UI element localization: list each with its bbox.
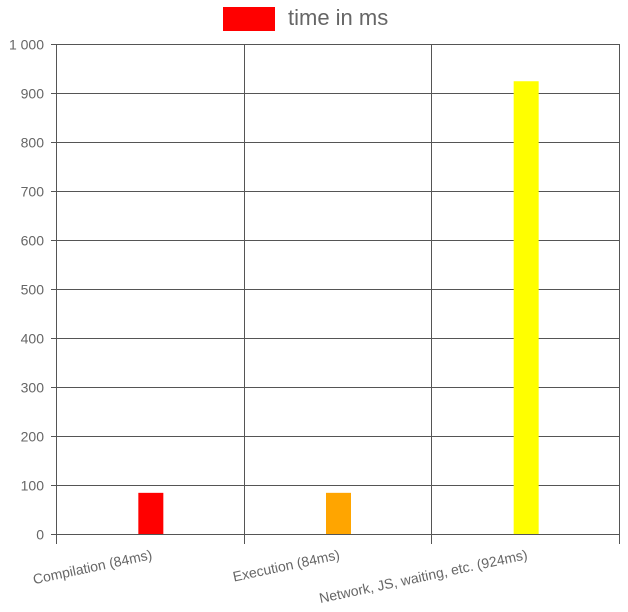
legend-label: time in ms: [288, 5, 388, 30]
grid: [51, 44, 620, 544]
y-tick-label: 500: [21, 282, 45, 298]
y-axis-ticks: 0 100 200 300 400 500 600 700 800 900 1 000: [9, 37, 44, 543]
y-tick-label: 800: [21, 135, 45, 151]
legend[interactable]: time in ms: [223, 5, 388, 31]
y-tick-label: 900: [21, 86, 45, 102]
bar[interactable]: [513, 81, 539, 535]
x-tick-label: Execution (84ms): [231, 546, 341, 584]
bar[interactable]: [326, 492, 351, 534]
y-tick-label: 0: [36, 527, 44, 543]
x-axis-ticks: Compilation (84ms) Execution (84ms)Networ…: [31, 546, 528, 606]
bars: [138, 81, 539, 535]
y-tick-label: 300: [21, 380, 45, 396]
y-tick-label: 1 000: [9, 37, 44, 53]
x-tick-label: Network, JS, waiting, etc. (924ms): [318, 546, 529, 606]
legend-swatch: [223, 7, 275, 31]
x-tick: Compilation (84ms): [31, 546, 153, 587]
y-tick-label: 200: [21, 429, 45, 445]
x-tick: Execution (84ms): [231, 546, 341, 584]
y-tick-label: 100: [21, 478, 45, 494]
x-tick: Network, JS, waiting, etc. (924ms): [318, 546, 529, 606]
x-tick-label: Compilation (84ms): [31, 546, 153, 587]
y-tick-label: 400: [21, 331, 45, 347]
y-tick-label: 700: [21, 184, 45, 200]
bar[interactable]: [138, 492, 164, 534]
y-tick-label: 600: [21, 233, 45, 249]
